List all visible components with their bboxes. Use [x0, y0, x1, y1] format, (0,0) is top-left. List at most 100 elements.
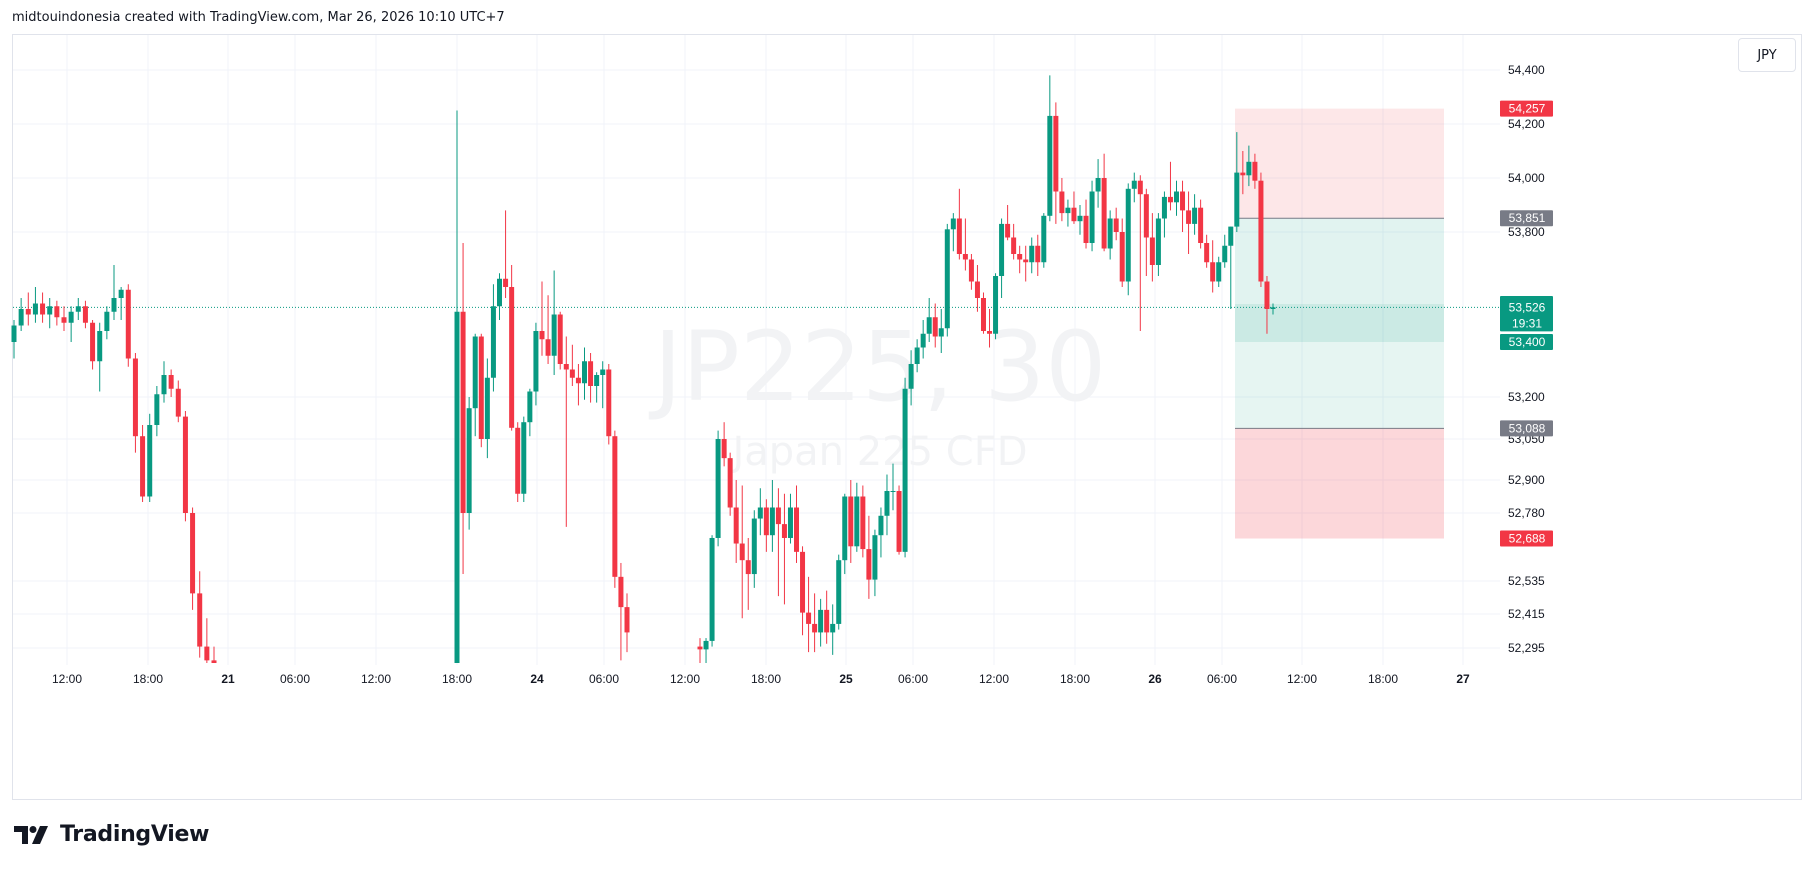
candle [860, 485, 866, 558]
candle-body [920, 333, 926, 348]
candle [197, 571, 203, 658]
candle [1204, 234, 1210, 268]
candle [61, 306, 67, 331]
candle-body [703, 640, 709, 650]
candle-body [1264, 281, 1270, 309]
candle [1107, 210, 1113, 260]
candle-body [132, 358, 138, 437]
candle [521, 416, 527, 502]
candle-body [842, 496, 848, 561]
long-position-target-zone [1235, 304, 1444, 429]
tradingview-brand: TradingView [14, 822, 209, 847]
time-tick-label: 18:00 [442, 672, 472, 686]
price-tag-label: 52,688 [1509, 532, 1546, 546]
price-tag-label: 53,088 [1509, 421, 1546, 435]
candle [781, 493, 787, 605]
candle [884, 474, 890, 536]
candle [787, 493, 793, 544]
candle-body [569, 369, 575, 378]
price-tick-label: 54,200 [1508, 117, 1545, 131]
candle-body [509, 287, 515, 428]
price-tag-bg [1500, 299, 1553, 332]
candle-body [1173, 191, 1179, 203]
candle [47, 298, 53, 329]
candle [478, 333, 484, 448]
candle-body [551, 314, 557, 356]
candle-body [1252, 161, 1258, 181]
candle-body [908, 364, 914, 389]
candle [1155, 213, 1161, 276]
candle-body [454, 311, 460, 663]
price-tick-label: 52,415 [1508, 607, 1545, 621]
candle [890, 463, 896, 511]
candle [612, 430, 618, 588]
candle-body [1192, 207, 1198, 224]
time-tick-label: 12:00 [670, 672, 700, 686]
candle-body [1246, 161, 1252, 176]
candle-body [521, 422, 527, 494]
candle-body [472, 336, 478, 409]
candle-body [125, 289, 131, 359]
candle [1047, 75, 1053, 222]
candle [866, 515, 872, 599]
candle-body [775, 507, 781, 525]
candle [154, 386, 160, 437]
candle-body [527, 391, 533, 423]
candle-body [757, 507, 763, 519]
time-tick-label: 06:00 [1207, 672, 1237, 686]
candle [1041, 213, 1047, 268]
candle [739, 485, 745, 619]
candle [1131, 172, 1137, 203]
chart-frame[interactable] [12, 34, 1802, 800]
bar-countdown: 19:31 [1512, 316, 1542, 330]
candle-body [1089, 191, 1095, 243]
candle-body [190, 513, 196, 594]
candle-body [1077, 215, 1083, 222]
candle-body [1107, 218, 1113, 249]
candle-body [557, 314, 563, 364]
chart-attribution: midtouindonesia created with TradingView… [12, 10, 505, 25]
candle [763, 499, 769, 552]
candle-body [800, 551, 806, 613]
candle-body [588, 361, 594, 386]
candle [751, 510, 757, 588]
candle [569, 344, 575, 386]
candle-body [1161, 196, 1167, 219]
candle [515, 422, 521, 502]
candle-body [11, 325, 17, 342]
candle [794, 485, 800, 563]
candle [1083, 199, 1089, 249]
price-tag-bg [1500, 210, 1553, 227]
candle [454, 110, 460, 663]
time-tick-label: 12:00 [1287, 672, 1317, 686]
candle-body [147, 425, 153, 497]
price-tag-label: 53,851 [1509, 211, 1546, 225]
watermark-symbol: JP225, 30 [649, 311, 1107, 423]
candle-body [1053, 115, 1059, 192]
candle [624, 593, 630, 653]
candle [484, 358, 490, 459]
candle [563, 336, 569, 527]
currency-button[interactable]: JPY [1738, 38, 1796, 72]
candle-body [715, 439, 721, 538]
candle [582, 347, 587, 400]
candle [82, 300, 88, 329]
price-tag-bg [1500, 420, 1553, 437]
candle-body [1119, 232, 1125, 282]
candle [75, 298, 81, 320]
candle [944, 223, 950, 337]
candle-body [818, 609, 824, 633]
time-tick-label: 06:00 [589, 672, 619, 686]
price-tick-label: 53,800 [1508, 225, 1545, 239]
candle-body [54, 306, 60, 318]
candle [830, 604, 836, 655]
candle-body [1005, 223, 1011, 238]
candle-body [836, 560, 842, 624]
candle-body [582, 361, 587, 384]
candle-body [1113, 218, 1119, 232]
price-tag-label: 53,526 [1509, 300, 1546, 314]
candle-body [769, 507, 775, 536]
candle [1113, 207, 1119, 241]
candle-body [787, 507, 793, 538]
